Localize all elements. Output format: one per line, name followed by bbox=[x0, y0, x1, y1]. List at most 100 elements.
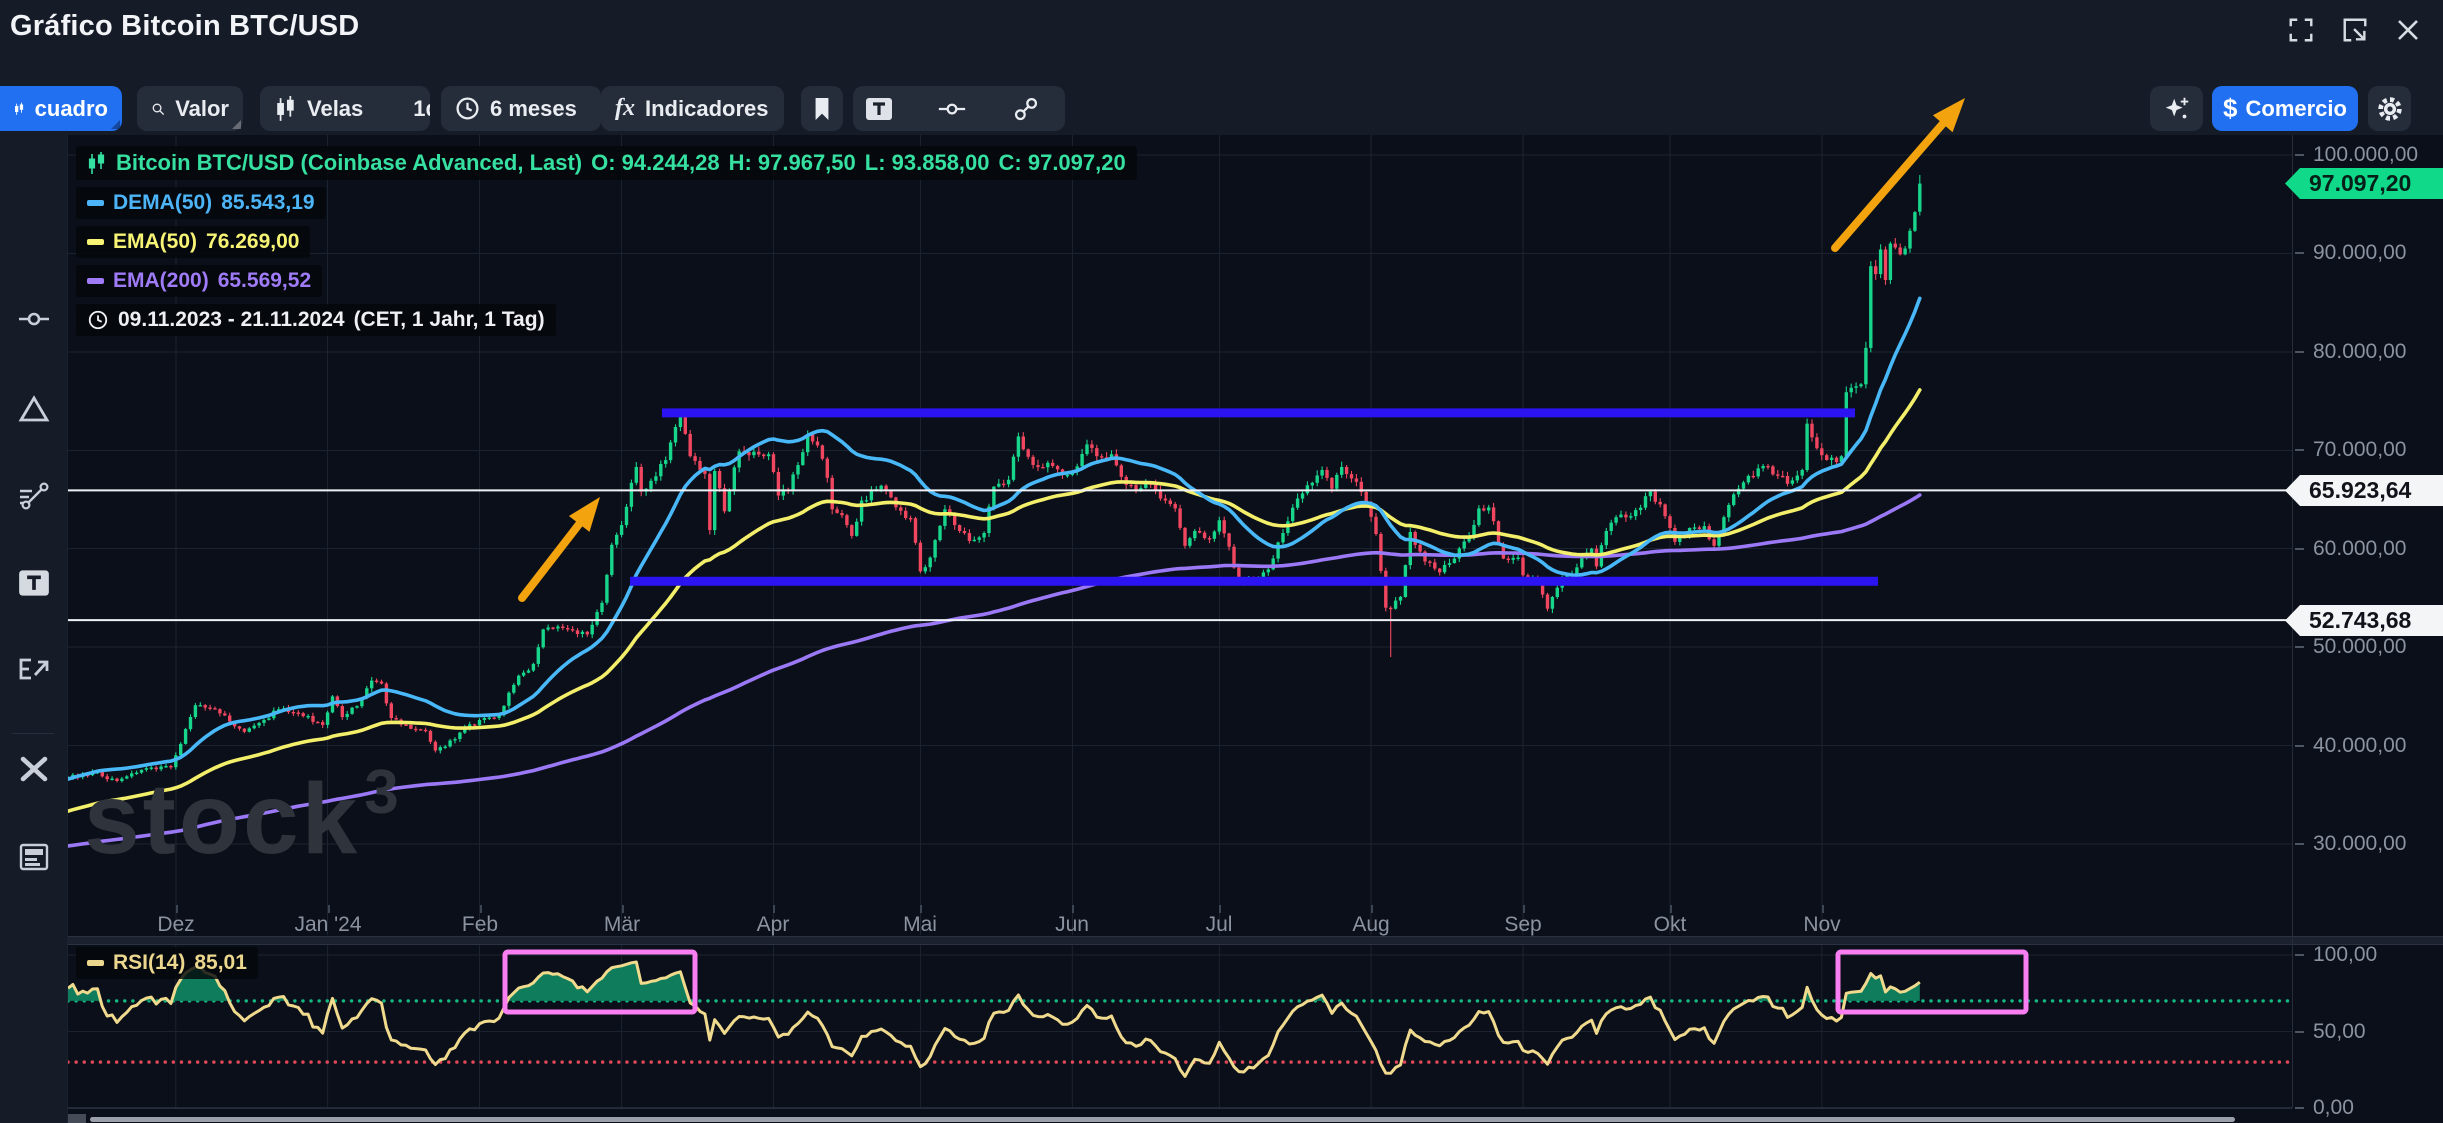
date-range-button[interactable]: 6 meses bbox=[441, 86, 601, 131]
month-label: Dez bbox=[157, 913, 194, 937]
close-button[interactable] bbox=[2395, 17, 2421, 46]
clock-icon bbox=[455, 96, 480, 121]
month-tick bbox=[480, 905, 482, 913]
ai-assist-button[interactable] bbox=[2150, 86, 2203, 131]
gear-icon bbox=[2375, 94, 2405, 124]
month-label: Nov bbox=[1803, 913, 1840, 937]
ema200-legend-row[interactable]: EMA(200) 65.569,52 bbox=[76, 265, 322, 297]
dema-value: 85.543,19 bbox=[221, 191, 314, 215]
time-axis[interactable]: DezJan '24FebMärAprMaiJunJulAugSepOktNov bbox=[68, 905, 2292, 937]
clock-icon bbox=[87, 309, 109, 331]
price-tick-label: 70.000,00 bbox=[2313, 438, 2406, 462]
level-price-badge: 65.923,64 bbox=[2285, 475, 2443, 506]
rsi-value: 85,01 bbox=[194, 951, 247, 975]
month-tick bbox=[622, 905, 624, 913]
horizontal-line-tool[interactable] bbox=[12, 297, 56, 341]
popout-button[interactable] bbox=[2341, 16, 2369, 47]
ohlc-close: C: 97.097,20 bbox=[999, 150, 1126, 176]
candles-icon bbox=[275, 96, 297, 122]
shapes-tool[interactable] bbox=[12, 387, 56, 431]
month-tick bbox=[328, 905, 330, 913]
date-range-suffix: (CET, 1 Jahr, 1 Tag) bbox=[354, 308, 545, 332]
window-title: Gráfico Bitcoin BTC/USD bbox=[10, 10, 359, 43]
link-icon bbox=[1011, 95, 1041, 123]
dema-label: DEMA(50) bbox=[113, 191, 212, 215]
month-label: Sep bbox=[1504, 913, 1541, 937]
titlebar: Gráfico Bitcoin BTC/USD cuadro Valor Vel… bbox=[0, 0, 2443, 135]
rsi-tick bbox=[2295, 954, 2304, 956]
fx-icon: fx bbox=[615, 95, 635, 122]
horizontal-scrollbar[interactable] bbox=[90, 1117, 2235, 1122]
rsi-tick bbox=[2295, 1107, 2304, 1109]
month-label: Mär bbox=[604, 913, 640, 937]
chart-area: stock3 DezJan '24FebMärAprMaiJunJulAugSe… bbox=[0, 0, 2443, 1123]
bookmark-icon bbox=[811, 96, 833, 122]
text-tool-button[interactable] bbox=[853, 86, 905, 131]
rsi-legend[interactable]: RSI(14) 85,01 bbox=[76, 947, 258, 986]
price-tick bbox=[2295, 745, 2304, 747]
rsi-tick-label: 50,00 bbox=[2313, 1020, 2366, 1044]
month-tick bbox=[1670, 905, 1672, 913]
bookmark-button[interactable] bbox=[801, 86, 843, 131]
interval-button[interactable]: 1d bbox=[398, 86, 430, 131]
dema-legend-row[interactable]: DEMA(50) 85.543,19 bbox=[76, 187, 326, 219]
drawing-toolbar bbox=[0, 135, 68, 1123]
price-line-tool-button[interactable] bbox=[925, 86, 979, 131]
trendline-icon bbox=[17, 479, 51, 511]
month-tick bbox=[1523, 905, 1525, 913]
sparkles-icon bbox=[2162, 94, 2192, 124]
rsi-tick-label: 100,00 bbox=[2313, 943, 2377, 967]
month-label: Aug bbox=[1352, 913, 1389, 937]
symbol-search-button[interactable]: Valor bbox=[137, 86, 243, 131]
price-tick bbox=[2295, 154, 2304, 156]
price-tick bbox=[2295, 252, 2304, 254]
link-charts-button[interactable] bbox=[999, 86, 1053, 131]
indicators-button[interactable]: fx Indicadores bbox=[601, 86, 784, 131]
candles-icon bbox=[87, 151, 107, 175]
candles-icon bbox=[14, 96, 25, 122]
symbol-legend-row[interactable]: Bitcoin BTC/USD (Coinbase Advanced, Last… bbox=[76, 146, 1137, 180]
rsi-chart[interactable] bbox=[68, 943, 2292, 1109]
chart-legend: Bitcoin BTC/USD (Coinbase Advanced, Last… bbox=[76, 146, 1137, 343]
month-label: Jul bbox=[1206, 913, 1233, 937]
date-range-row[interactable]: 09.11.2023 - 21.11.2024 (CET, 1 Jahr, 1 … bbox=[76, 304, 556, 336]
tools-icon bbox=[17, 753, 51, 785]
candle-type-button[interactable]: Velas bbox=[260, 86, 378, 131]
price-tick bbox=[2295, 843, 2304, 845]
layout-icon bbox=[17, 841, 51, 873]
chart-layout-button[interactable]: cuadro bbox=[0, 86, 122, 131]
ohlc-high: H: 97.967,50 bbox=[729, 150, 856, 176]
text-tool-icon bbox=[18, 568, 50, 598]
trade-button[interactable]: $ Comercio bbox=[2212, 86, 2358, 131]
ema50-legend-row[interactable]: EMA(50) 76.269,00 bbox=[76, 226, 310, 258]
price-tick-label: 50.000,00 bbox=[2313, 635, 2406, 659]
layout-templates[interactable] bbox=[12, 835, 56, 879]
price-tick-label: 60.000,00 bbox=[2313, 537, 2406, 561]
ema200-swatch bbox=[87, 278, 104, 284]
sidebar-divider bbox=[12, 733, 54, 734]
dollar-icon: $ bbox=[2223, 93, 2237, 124]
quick-tools-group bbox=[853, 86, 1065, 131]
elliott-wave-tool[interactable] bbox=[12, 647, 56, 691]
symbol-name: Bitcoin BTC/USD (Coinbase Advanced, Last… bbox=[116, 150, 582, 176]
fullscreen-button[interactable] bbox=[2287, 16, 2315, 47]
settings-button[interactable] bbox=[2368, 86, 2411, 131]
time-axis-border bbox=[68, 1108, 2292, 1109]
price-tick-label: 30.000,00 bbox=[2313, 832, 2406, 856]
chart-window: stock3 DezJan '24FebMärAprMaiJunJulAugSe… bbox=[0, 0, 2443, 1123]
horizontal-line-icon bbox=[937, 95, 967, 123]
price-tick bbox=[2295, 351, 2304, 353]
month-tick bbox=[1822, 905, 1824, 913]
trendline-tool[interactable] bbox=[12, 473, 56, 517]
pane-separator[interactable] bbox=[68, 936, 2443, 945]
tools-settings[interactable] bbox=[12, 747, 56, 791]
price-tick bbox=[2295, 449, 2304, 451]
text-tool[interactable] bbox=[12, 561, 56, 605]
elliott-icon bbox=[17, 653, 51, 685]
price-tick-label: 100.000,00 bbox=[2313, 143, 2418, 167]
month-label: Okt bbox=[1654, 913, 1687, 937]
ema50-value: 76.269,00 bbox=[206, 230, 299, 254]
price-axis[interactable]: 100.000,0090.000,0080.000,0070.000,0060.… bbox=[2292, 135, 2443, 1123]
ema50-label: EMA(50) bbox=[113, 230, 197, 254]
month-tick bbox=[176, 905, 178, 913]
